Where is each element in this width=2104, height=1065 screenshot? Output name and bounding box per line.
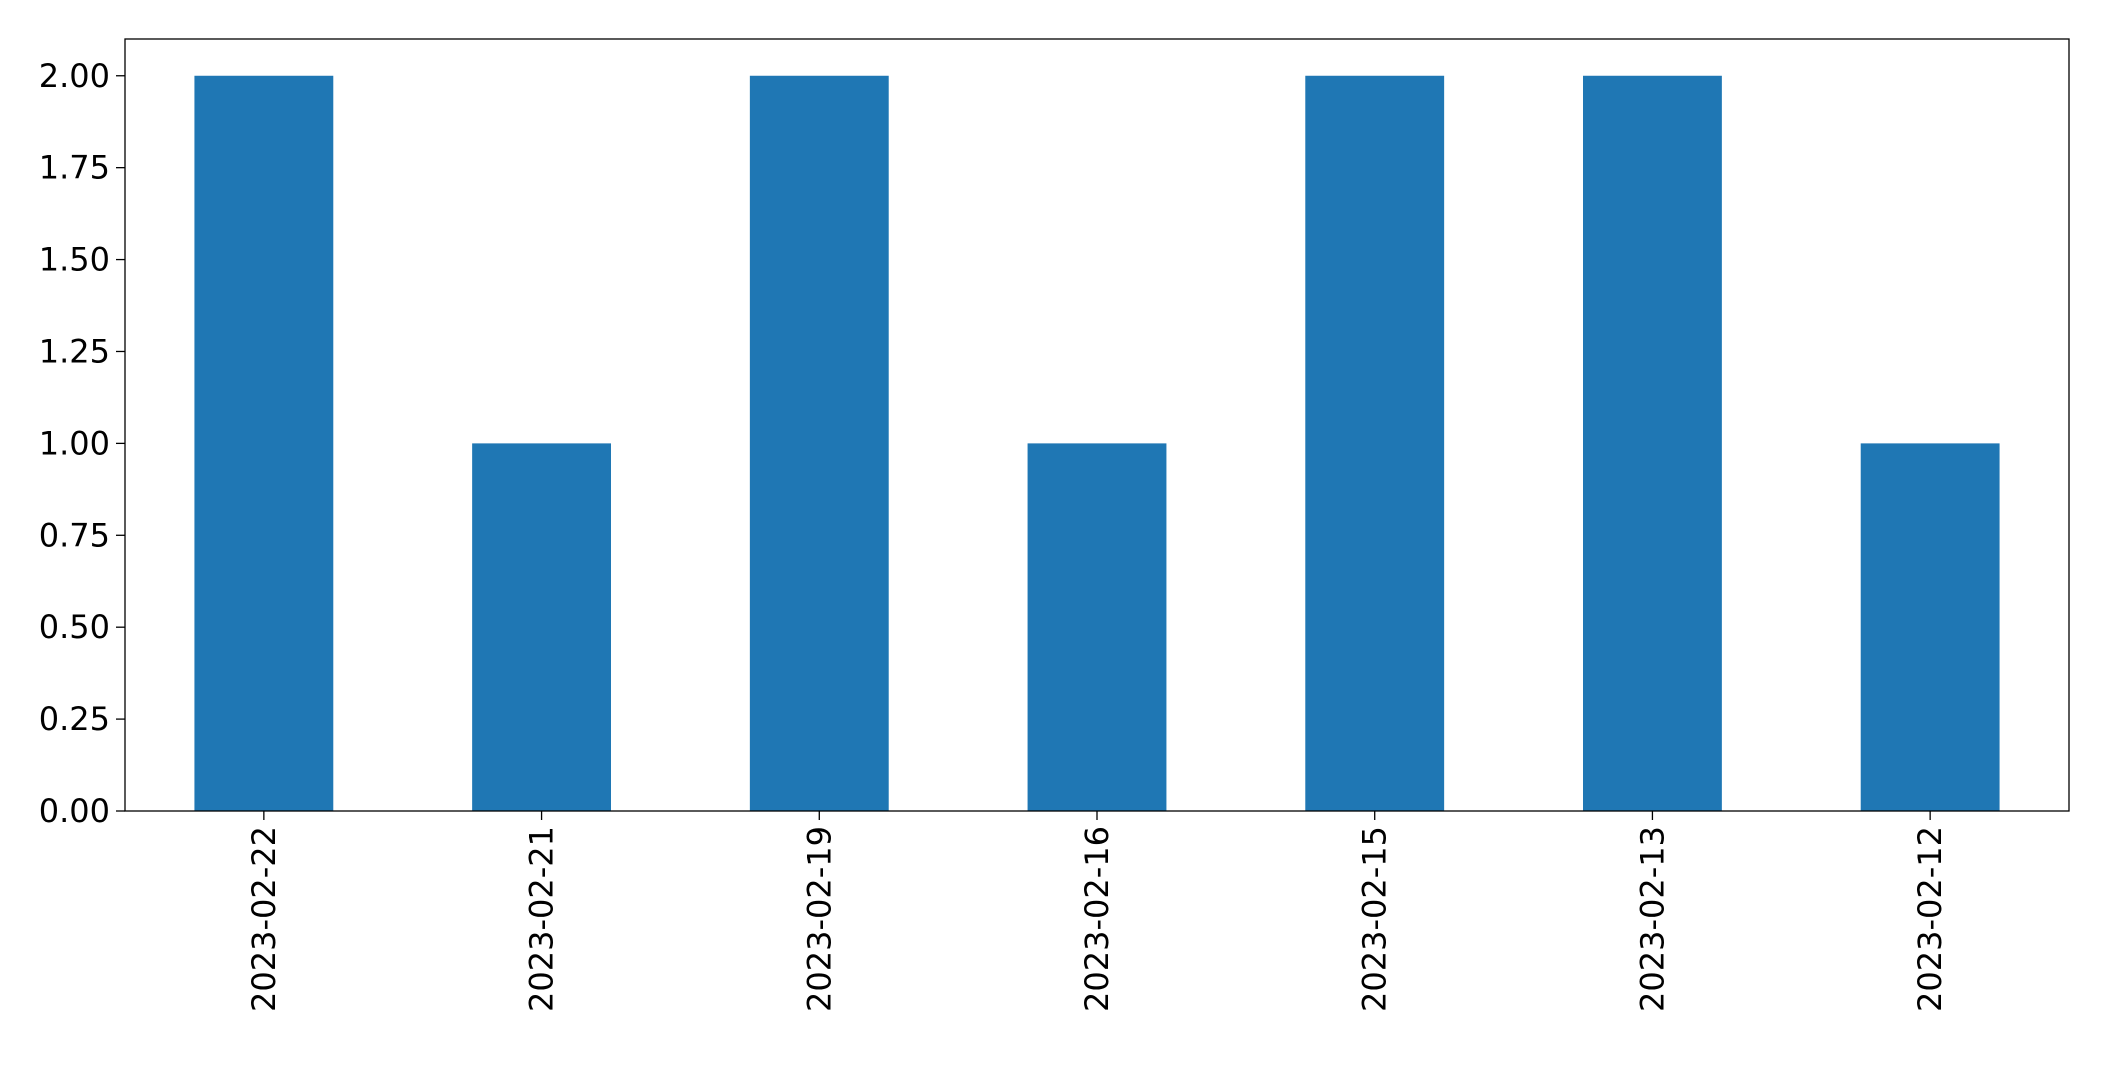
y-tick-label: 0.75: [39, 516, 110, 554]
bar-2023-02-12: [1860, 443, 2000, 811]
bar-2023-02-21: [472, 443, 611, 811]
y-tick-label: 0.50: [39, 608, 110, 646]
x-axis: 2023-02-22 2023-02-21 2023-02-19 2023-02-16…: [245, 811, 1949, 1012]
x-tick-label: 2023-02-12: [1911, 826, 1949, 1012]
bars-group: [194, 75, 2000, 811]
x-tick-label: 2023-02-21: [523, 826, 561, 1012]
x-tick-label: 2023-02-16: [1078, 826, 1116, 1012]
y-tick-label: 1.75: [39, 149, 110, 187]
y-tick-label: 0.25: [39, 700, 110, 738]
bar-2023-02-13: [1583, 75, 1722, 811]
x-tick-label: 2023-02-22: [245, 826, 283, 1012]
bar-2023-02-16: [1027, 443, 1167, 811]
x-tick-label: 2023-02-15: [1356, 826, 1394, 1012]
bar-2023-02-19: [749, 75, 889, 811]
y-tick-label: 1.00: [39, 424, 110, 462]
bar-2023-02-15: [1305, 75, 1445, 811]
y-tick-label: 1.50: [39, 241, 110, 279]
y-axis: 0.00 0.25 0.50 0.75 1.00 1.25 1.50 1.75 2.00: [39, 57, 125, 830]
x-tick-label: 2023-02-19: [800, 826, 838, 1012]
y-tick-label: 1.25: [39, 332, 110, 370]
y-tick-label: 0.00: [39, 792, 110, 830]
x-tick-label: 2023-02-13: [1633, 826, 1671, 1012]
bar-2023-02-22: [194, 75, 334, 811]
y-tick-label: 2.00: [39, 57, 110, 95]
plot-frame: [124, 38, 2070, 812]
